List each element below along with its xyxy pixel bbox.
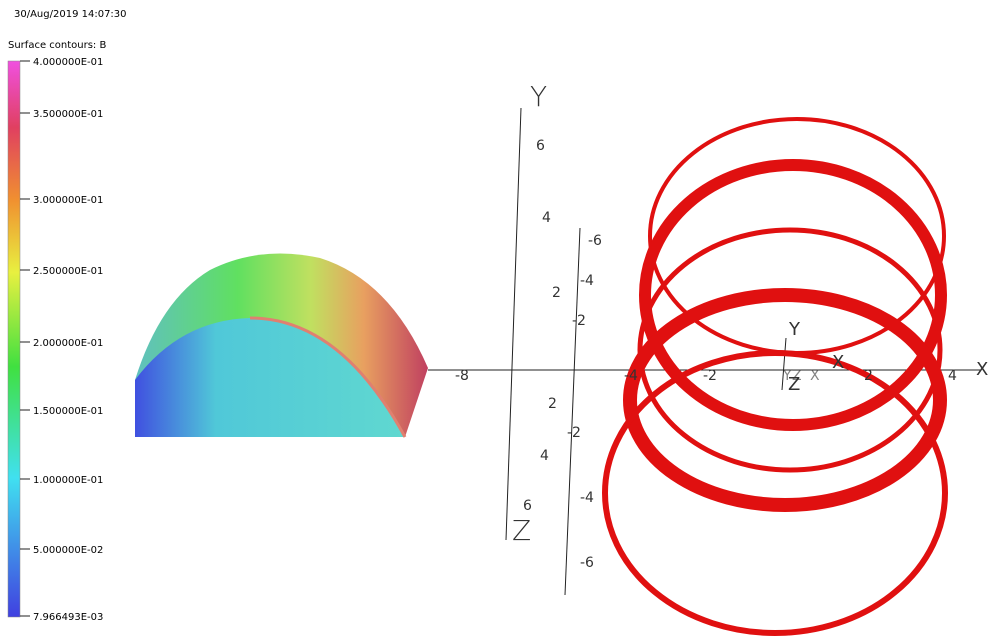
tick-label: -2 bbox=[703, 368, 717, 384]
triad-label: Y bbox=[788, 319, 801, 340]
tick-label: 2 bbox=[548, 396, 557, 412]
tick-label: -8 bbox=[455, 368, 469, 384]
tick-label: 2 bbox=[552, 285, 561, 301]
triad-label: X bbox=[832, 352, 844, 373]
colorbar-label: 1.000000E-01 bbox=[33, 475, 103, 486]
colorbar-label: 3.500000E-01 bbox=[33, 109, 103, 120]
axis-title: X bbox=[976, 359, 988, 380]
triad-label: X bbox=[810, 368, 820, 384]
colorbar-label: 4.000000E-01 bbox=[33, 57, 103, 68]
tick-label: -6 bbox=[588, 233, 602, 249]
y-axis bbox=[506, 108, 521, 540]
tick-label: -6 bbox=[580, 555, 594, 571]
axis-title: Z bbox=[512, 514, 531, 547]
timestamp: 30/Aug/2019 14:07:30 bbox=[14, 9, 127, 20]
tick-label: 6 bbox=[536, 138, 545, 154]
triad-label: Y bbox=[782, 368, 792, 384]
axis-title: Y bbox=[530, 80, 547, 113]
colorbar-label: 7.966493E-03 bbox=[33, 612, 103, 623]
viewer: 30/Aug/2019 14:07:30 Surface contours: B… bbox=[0, 0, 988, 641]
tick-label: -4 bbox=[624, 368, 638, 384]
tick-label: -2 bbox=[567, 425, 581, 441]
colorbar bbox=[8, 61, 20, 617]
colorbar-labels: 4.000000E-01 3.500000E-01 3.000000E-01 2.50… bbox=[20, 57, 103, 623]
legend-title: Surface contours: B bbox=[8, 40, 106, 51]
tick-label: 4 bbox=[948, 368, 957, 384]
tick-label: 4 bbox=[542, 210, 551, 226]
triad-label: Z bbox=[792, 368, 802, 384]
tick-label: 6 bbox=[523, 498, 532, 514]
colorbar-label: 2.000000E-01 bbox=[33, 338, 103, 349]
tick-label: 4 bbox=[540, 448, 549, 464]
tick-label: -2 bbox=[572, 313, 586, 329]
tick-label: -4 bbox=[580, 273, 594, 289]
tick-label: 2 bbox=[864, 368, 873, 384]
colorbar-label: 1.500000E-01 bbox=[33, 406, 103, 417]
z-axis bbox=[565, 228, 580, 595]
tick-label: -4 bbox=[580, 490, 594, 506]
colorbar-label: 2.500000E-01 bbox=[33, 266, 103, 277]
rings bbox=[605, 119, 945, 633]
colorbar-label: 3.000000E-01 bbox=[33, 195, 103, 206]
colorbar-label: 5.000000E-02 bbox=[33, 545, 103, 556]
